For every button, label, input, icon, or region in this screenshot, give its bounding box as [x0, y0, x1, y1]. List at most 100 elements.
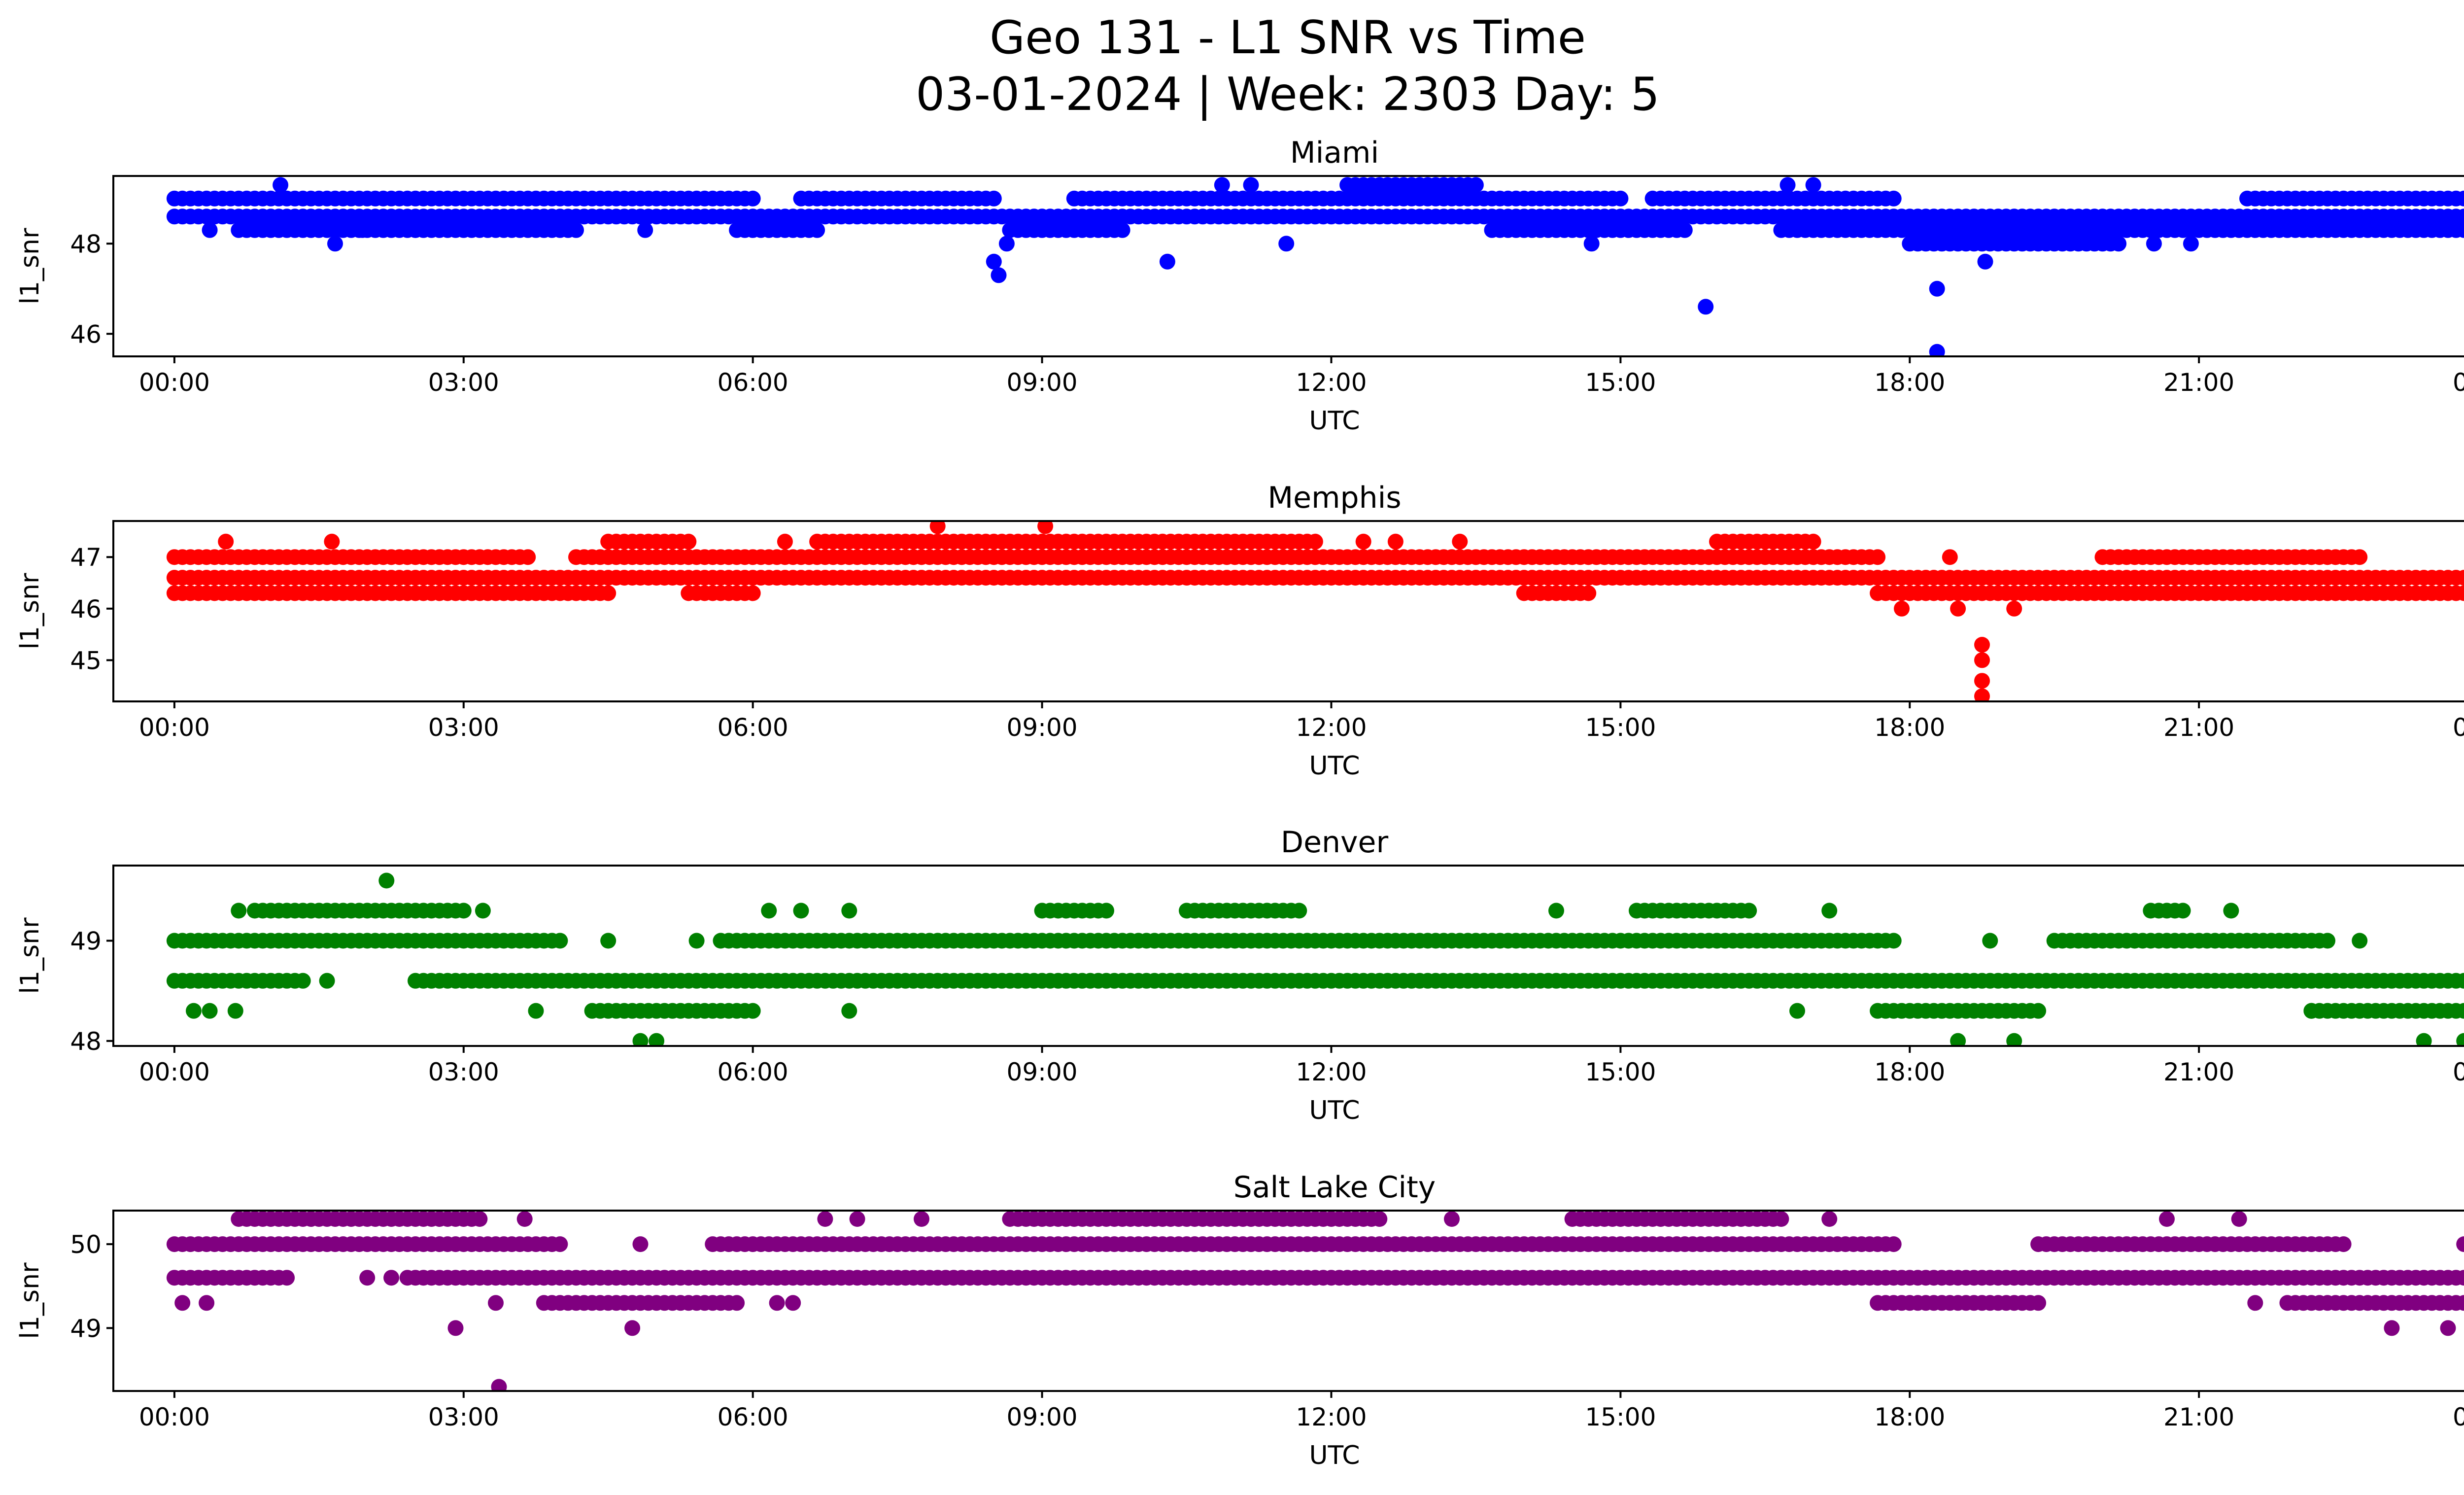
x-tick-label: 09:00 [1007, 713, 1078, 742]
data-point [2456, 222, 2464, 238]
data-point [1821, 903, 1838, 919]
x-axis-label: UTC [1309, 406, 1360, 436]
x-tick-label: 15:00 [1585, 713, 1656, 742]
plot-frame [112, 175, 2464, 357]
data-point [319, 973, 335, 989]
data-point [2303, 1003, 2320, 1019]
data-point [745, 1003, 761, 1019]
x-tick-label: 00:00 [2453, 1058, 2464, 1086]
x-tick-label: 06:00 [718, 368, 788, 397]
data-point [1929, 280, 1945, 297]
x-tick-label: 03:00 [428, 368, 499, 397]
data-point [174, 1295, 191, 1311]
data-point [688, 933, 705, 949]
data-point [986, 190, 1002, 207]
data-point [327, 222, 343, 238]
data-point [2456, 570, 2464, 586]
data-point [472, 1211, 488, 1227]
data-point [383, 1270, 400, 1286]
data-point [2247, 1295, 2263, 1311]
data-point [1950, 600, 1966, 617]
x-tick-label: 18:00 [1874, 1058, 1945, 1086]
data-point [520, 549, 536, 565]
x-tick-label: 09:00 [1007, 1403, 1078, 1431]
x-tick-label: 21:00 [2163, 1058, 2234, 1086]
y-tick-label: 48 [70, 230, 102, 258]
data-point [552, 1236, 568, 1252]
y-tick-label: 47 [70, 543, 102, 572]
data-point [279, 1270, 295, 1286]
y-tick-label: 45 [70, 646, 102, 675]
data-point [809, 222, 825, 238]
x-tick-label: 21:00 [2163, 1403, 2234, 1431]
data-point [2231, 1211, 2247, 1227]
data-point [1387, 533, 1403, 550]
data-point [1291, 903, 1307, 919]
series-memphis [166, 521, 2464, 701]
data-point [1355, 533, 1371, 550]
data-point [516, 1211, 533, 1227]
data-point [1974, 652, 1990, 668]
data-point [1278, 236, 1295, 252]
data-point [1885, 933, 1902, 949]
data-point [2279, 1295, 2295, 1311]
x-tick-label: 06:00 [718, 1058, 788, 1086]
data-point [2456, 1295, 2464, 1311]
data-point [2175, 903, 2191, 919]
data-point [1870, 549, 1886, 565]
data-point [761, 903, 777, 919]
data-point [2006, 1033, 2022, 1046]
x-tick-label: 18:00 [1874, 713, 1945, 742]
y-tick-label: 46 [70, 320, 102, 348]
data-point [231, 903, 247, 919]
x-tick-label: 00:00 [2453, 368, 2464, 397]
data-point [1805, 177, 1821, 193]
x-axis-label: UTC [1309, 1441, 1360, 1470]
data-point [2456, 1003, 2464, 1019]
data-point [354, 222, 371, 238]
x-tick-label: 09:00 [1007, 1058, 1078, 1086]
data-point [1789, 1003, 1805, 1019]
figure-title-line1: Geo 131 - L1 SNR vs Time [990, 11, 1586, 64]
data-point [1677, 222, 1693, 238]
figure-title-line2: 03-01-2024 | Week: 2303 Day: 5 [916, 68, 1660, 121]
data-point [1371, 1211, 1388, 1227]
x-tick-label: 21:00 [2163, 713, 2234, 742]
x-tick-label: 12:00 [1296, 1058, 1367, 1086]
data-point [2030, 1295, 2047, 1311]
data-point [475, 903, 491, 919]
data-point [1929, 344, 1945, 356]
data-point [2146, 236, 2162, 252]
data-point [1214, 177, 1230, 193]
x-tick-label: 12:00 [1296, 368, 1367, 397]
data-point [1468, 177, 1484, 193]
data-point [817, 1211, 833, 1227]
data-point [1741, 903, 1757, 919]
subplot-title: Salt Lake City [1233, 1170, 1436, 1205]
data-point [632, 1033, 649, 1046]
y-axis-label: l1_snr [15, 573, 45, 650]
data-point [729, 1295, 745, 1311]
data-point [447, 1320, 464, 1336]
x-tick-label: 18:00 [1874, 368, 1945, 397]
data-point [841, 1003, 857, 1019]
data-point [2030, 1003, 2047, 1019]
data-point [552, 933, 568, 949]
y-tick-label: 49 [70, 1314, 102, 1343]
data-point [649, 1033, 665, 1046]
data-point [218, 533, 234, 550]
data-point [600, 585, 616, 601]
data-point [2352, 549, 2368, 565]
data-point [1982, 933, 1998, 949]
data-point [327, 236, 343, 252]
data-point [2456, 209, 2464, 225]
data-point [1307, 533, 1323, 550]
data-point [2111, 236, 2127, 252]
subplot-grid: Miami 00:00 03:00 06:00 09:00 12:00 15:00 18:00… [15, 136, 2464, 1470]
data-point [1977, 253, 1993, 270]
data-point [745, 190, 761, 207]
data-point [1942, 549, 1958, 565]
data-point [2335, 1236, 2352, 1252]
